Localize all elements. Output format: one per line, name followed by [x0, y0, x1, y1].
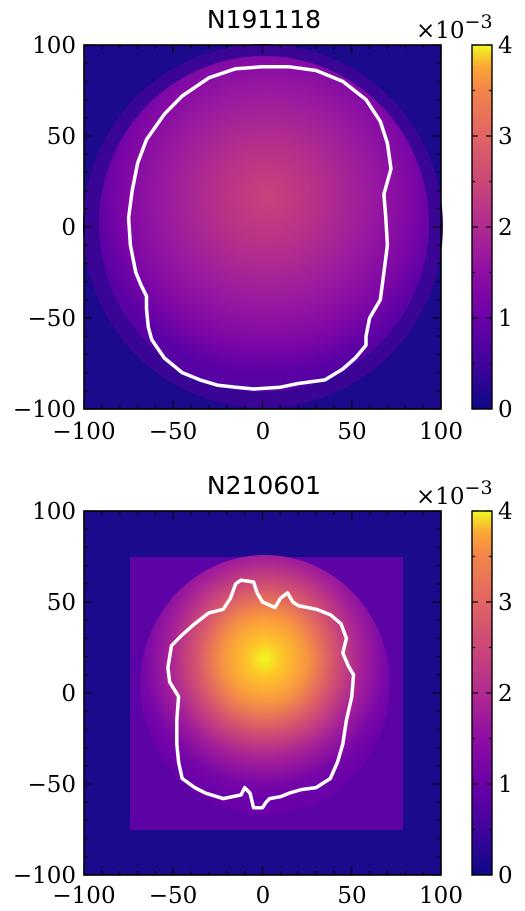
colorbar: 4 3 2 1 0 ×10−3 — [416, 477, 513, 889]
y-tick-label: 0 — [61, 215, 76, 241]
chart-title: N191118 — [207, 5, 321, 34]
colorbar-tick-label: 1 — [498, 306, 513, 332]
axis-ticks — [83, 44, 442, 410]
x-tick-label: −100 — [52, 419, 115, 445]
colorbar-tick-label: 0 — [498, 863, 513, 889]
y-tick-label: −100 — [13, 863, 76, 889]
x-tick-label: 50 — [337, 883, 366, 909]
y-tick-label: 0 — [61, 681, 76, 707]
colorbar-ticks — [472, 510, 492, 876]
x-tick-label: −50 — [149, 419, 198, 445]
emission-region — [99, 56, 429, 392]
colorbar-tick-label: 2 — [498, 681, 513, 707]
x-tick-label: −100 — [52, 883, 115, 909]
x-tick-label: 0 — [256, 419, 271, 445]
colorbar-tick-label: 3 — [498, 124, 513, 150]
contour-line — [166, 578, 356, 810]
colorbar-tick-label: 1 — [498, 772, 513, 798]
heatmap-panel-n191118: N191118 −100 −50 0 50 100 100 50 0 −50 −… — [13, 5, 513, 445]
colorbar-tick-label: 4 — [498, 499, 513, 525]
y-tick-label: 50 — [47, 124, 76, 150]
chart-title: N210601 — [207, 471, 321, 500]
y-tick-label: 100 — [32, 33, 76, 59]
y-tick-label: −50 — [27, 306, 76, 332]
x-tick-label: −50 — [149, 883, 198, 909]
y-tick-label: 50 — [47, 590, 76, 616]
y-tick-label: 100 — [32, 499, 76, 525]
colorbar-ticks — [472, 44, 492, 410]
y-tick-label: −50 — [27, 772, 76, 798]
colorbar: 4 3 2 1 0 ×10−3 — [416, 11, 513, 423]
colorbar-tick-label: 2 — [498, 215, 513, 241]
colorbar-multiplier: ×10−3 — [416, 11, 493, 44]
contour-line — [126, 65, 393, 391]
axis-ticks — [83, 510, 442, 876]
y-tick-label: −100 — [13, 397, 76, 423]
x-tick-label: 0 — [256, 883, 271, 909]
x-tick-label: 100 — [419, 419, 463, 445]
colorbar-multiplier: ×10−3 — [416, 477, 493, 510]
colorbar-tick-label: 4 — [498, 33, 513, 59]
colorbar-tick-label: 3 — [498, 590, 513, 616]
heatmap-panel-n210601: N210601 −100 −50 0 50 100 100 50 0 −50 −… — [13, 471, 513, 909]
x-tick-label: 50 — [337, 419, 366, 445]
x-tick-label: 100 — [419, 883, 463, 909]
colorbar-tick-label: 0 — [498, 397, 513, 423]
